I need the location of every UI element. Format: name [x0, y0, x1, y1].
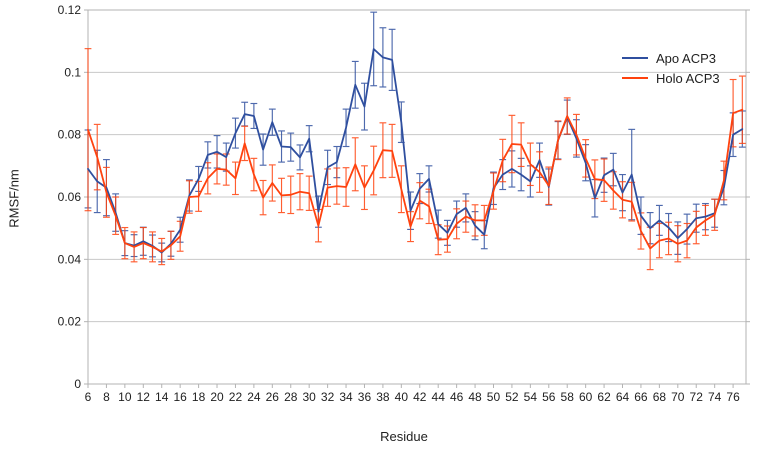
svg-text:22: 22 [229, 390, 243, 404]
y-axis-title: RMSF/nm [6, 169, 22, 228]
svg-text:36: 36 [358, 390, 372, 404]
apo-series-line [87, 48, 744, 254]
legend-label-holo: Holo ACP3 [656, 70, 720, 86]
svg-text:24: 24 [247, 390, 261, 404]
svg-text:12: 12 [137, 390, 151, 404]
x-axis-title: Residue [380, 429, 428, 444]
svg-text:54: 54 [524, 390, 538, 404]
legend-item-holo: Holo ACP3 [622, 68, 720, 88]
svg-text:8: 8 [103, 390, 110, 404]
svg-text:18: 18 [192, 390, 206, 404]
svg-text:40: 40 [395, 390, 409, 404]
svg-text:0.1: 0.1 [64, 65, 81, 79]
svg-text:66: 66 [634, 390, 648, 404]
legend-label-apo: Apo ACP3 [656, 50, 716, 66]
y-tick-labels: 0 0.02 0.04 0.06 0.08 0.1 0.12 [58, 3, 82, 391]
holo-line-swatch [622, 77, 648, 79]
svg-text:0.06: 0.06 [58, 190, 82, 204]
svg-text:0: 0 [74, 377, 81, 391]
svg-text:30: 30 [302, 390, 316, 404]
svg-text:56: 56 [542, 390, 556, 404]
svg-text:34: 34 [339, 390, 353, 404]
svg-text:10: 10 [118, 390, 132, 404]
svg-text:58: 58 [561, 390, 575, 404]
svg-text:6: 6 [85, 390, 92, 404]
svg-text:0.08: 0.08 [58, 128, 82, 142]
svg-text:0.12: 0.12 [58, 3, 82, 17]
apo-line-swatch [622, 57, 648, 59]
svg-text:14: 14 [155, 390, 169, 404]
svg-text:44: 44 [432, 390, 446, 404]
svg-text:28: 28 [284, 390, 298, 404]
legend-item-apo: Apo ACP3 [622, 48, 720, 68]
holo-series-line [87, 108, 744, 253]
svg-text:50: 50 [487, 390, 501, 404]
svg-text:76: 76 [726, 390, 740, 404]
x-tick-labels: 6 8 10 12 14 16 18 20 22 24 26 28 30 32 34 36 38 40 42 44 46… [85, 390, 740, 404]
svg-text:16: 16 [173, 390, 187, 404]
svg-text:52: 52 [505, 390, 519, 404]
svg-text:32: 32 [321, 390, 335, 404]
svg-text:70: 70 [671, 390, 685, 404]
svg-text:20: 20 [210, 390, 224, 404]
svg-text:46: 46 [450, 390, 464, 404]
svg-text:38: 38 [376, 390, 390, 404]
svg-text:64: 64 [616, 390, 630, 404]
svg-text:62: 62 [597, 390, 611, 404]
svg-text:74: 74 [708, 390, 722, 404]
svg-text:68: 68 [653, 390, 667, 404]
svg-text:48: 48 [468, 390, 482, 404]
svg-text:26: 26 [266, 390, 280, 404]
svg-text:42: 42 [413, 390, 427, 404]
svg-text:72: 72 [690, 390, 704, 404]
svg-text:0.04: 0.04 [58, 252, 82, 266]
axis-ticks [84, 9, 750, 388]
svg-text:60: 60 [579, 390, 593, 404]
legend: Apo ACP3 Holo ACP3 [622, 48, 720, 88]
svg-text:0.02: 0.02 [58, 315, 82, 329]
